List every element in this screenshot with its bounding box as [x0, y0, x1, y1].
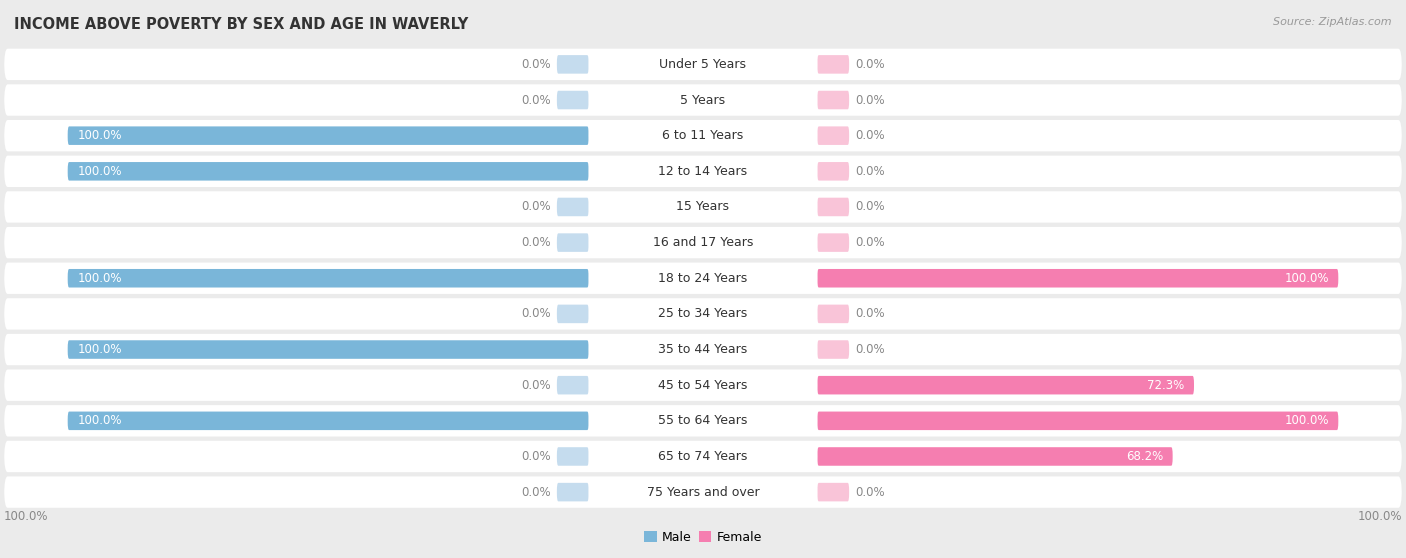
FancyBboxPatch shape [589, 300, 817, 328]
Text: 100.0%: 100.0% [1357, 510, 1402, 523]
FancyBboxPatch shape [589, 122, 817, 149]
FancyBboxPatch shape [67, 412, 589, 430]
FancyBboxPatch shape [557, 447, 589, 466]
FancyBboxPatch shape [4, 191, 1402, 223]
Text: 0.0%: 0.0% [855, 58, 886, 71]
FancyBboxPatch shape [817, 55, 849, 74]
Text: 100.0%: 100.0% [1284, 272, 1329, 285]
Text: 6 to 11 Years: 6 to 11 Years [662, 129, 744, 142]
Text: 0.0%: 0.0% [855, 94, 886, 107]
Text: 55 to 64 Years: 55 to 64 Years [658, 415, 748, 427]
Text: 16 and 17 Years: 16 and 17 Years [652, 236, 754, 249]
Text: 100.0%: 100.0% [77, 272, 122, 285]
FancyBboxPatch shape [4, 405, 1402, 436]
Text: 0.0%: 0.0% [520, 200, 551, 214]
Text: 100.0%: 100.0% [77, 343, 122, 356]
FancyBboxPatch shape [817, 376, 1194, 395]
FancyBboxPatch shape [4, 477, 1402, 508]
Text: 0.0%: 0.0% [520, 94, 551, 107]
FancyBboxPatch shape [4, 263, 1402, 294]
FancyBboxPatch shape [557, 198, 589, 217]
Text: 65 to 74 Years: 65 to 74 Years [658, 450, 748, 463]
Text: 5 Years: 5 Years [681, 94, 725, 107]
Text: 100.0%: 100.0% [4, 510, 49, 523]
FancyBboxPatch shape [589, 407, 817, 434]
FancyBboxPatch shape [589, 443, 817, 470]
FancyBboxPatch shape [589, 479, 817, 506]
FancyBboxPatch shape [67, 340, 589, 359]
Text: 75 Years and over: 75 Years and over [647, 485, 759, 499]
FancyBboxPatch shape [589, 86, 817, 113]
FancyBboxPatch shape [4, 298, 1402, 330]
Text: 0.0%: 0.0% [855, 307, 886, 320]
FancyBboxPatch shape [4, 156, 1402, 187]
FancyBboxPatch shape [67, 127, 589, 145]
FancyBboxPatch shape [817, 91, 849, 109]
Text: 0.0%: 0.0% [520, 485, 551, 499]
FancyBboxPatch shape [4, 441, 1402, 472]
FancyBboxPatch shape [589, 194, 817, 220]
Text: 35 to 44 Years: 35 to 44 Years [658, 343, 748, 356]
Text: 0.0%: 0.0% [520, 307, 551, 320]
Text: 0.0%: 0.0% [855, 200, 886, 214]
FancyBboxPatch shape [817, 233, 849, 252]
FancyBboxPatch shape [67, 162, 589, 181]
Text: INCOME ABOVE POVERTY BY SEX AND AGE IN WAVERLY: INCOME ABOVE POVERTY BY SEX AND AGE IN W… [14, 17, 468, 32]
Text: 68.2%: 68.2% [1126, 450, 1163, 463]
Text: 15 Years: 15 Years [676, 200, 730, 214]
FancyBboxPatch shape [589, 158, 817, 185]
Text: 0.0%: 0.0% [855, 343, 886, 356]
FancyBboxPatch shape [817, 269, 1339, 287]
Text: 45 to 54 Years: 45 to 54 Years [658, 379, 748, 392]
Text: Under 5 Years: Under 5 Years [659, 58, 747, 71]
FancyBboxPatch shape [4, 334, 1402, 365]
FancyBboxPatch shape [557, 483, 589, 502]
Text: 12 to 14 Years: 12 to 14 Years [658, 165, 748, 178]
FancyBboxPatch shape [4, 120, 1402, 151]
Text: 25 to 34 Years: 25 to 34 Years [658, 307, 748, 320]
FancyBboxPatch shape [817, 127, 849, 145]
Text: 18 to 24 Years: 18 to 24 Years [658, 272, 748, 285]
FancyBboxPatch shape [4, 227, 1402, 258]
Text: 0.0%: 0.0% [855, 485, 886, 499]
Text: 0.0%: 0.0% [520, 450, 551, 463]
FancyBboxPatch shape [817, 305, 849, 323]
FancyBboxPatch shape [589, 51, 817, 78]
Legend: Male, Female: Male, Female [641, 528, 765, 546]
Text: 100.0%: 100.0% [77, 415, 122, 427]
FancyBboxPatch shape [817, 412, 1339, 430]
FancyBboxPatch shape [817, 447, 1173, 466]
Text: 72.3%: 72.3% [1147, 379, 1184, 392]
Text: 0.0%: 0.0% [520, 236, 551, 249]
Text: 0.0%: 0.0% [855, 129, 886, 142]
FancyBboxPatch shape [557, 305, 589, 323]
FancyBboxPatch shape [67, 269, 589, 287]
Text: Source: ZipAtlas.com: Source: ZipAtlas.com [1274, 17, 1392, 27]
FancyBboxPatch shape [817, 483, 849, 502]
FancyBboxPatch shape [589, 229, 817, 256]
FancyBboxPatch shape [557, 55, 589, 74]
FancyBboxPatch shape [817, 340, 849, 359]
FancyBboxPatch shape [4, 84, 1402, 116]
FancyBboxPatch shape [589, 265, 817, 292]
Text: 0.0%: 0.0% [855, 236, 886, 249]
FancyBboxPatch shape [557, 233, 589, 252]
Text: 0.0%: 0.0% [520, 58, 551, 71]
FancyBboxPatch shape [557, 91, 589, 109]
FancyBboxPatch shape [4, 369, 1402, 401]
Text: 0.0%: 0.0% [855, 165, 886, 178]
FancyBboxPatch shape [4, 49, 1402, 80]
FancyBboxPatch shape [817, 162, 849, 181]
Text: 100.0%: 100.0% [77, 165, 122, 178]
FancyBboxPatch shape [589, 372, 817, 398]
Text: 100.0%: 100.0% [77, 129, 122, 142]
FancyBboxPatch shape [557, 376, 589, 395]
FancyBboxPatch shape [817, 198, 849, 217]
Text: 0.0%: 0.0% [520, 379, 551, 392]
FancyBboxPatch shape [589, 336, 817, 363]
Text: 100.0%: 100.0% [1284, 415, 1329, 427]
